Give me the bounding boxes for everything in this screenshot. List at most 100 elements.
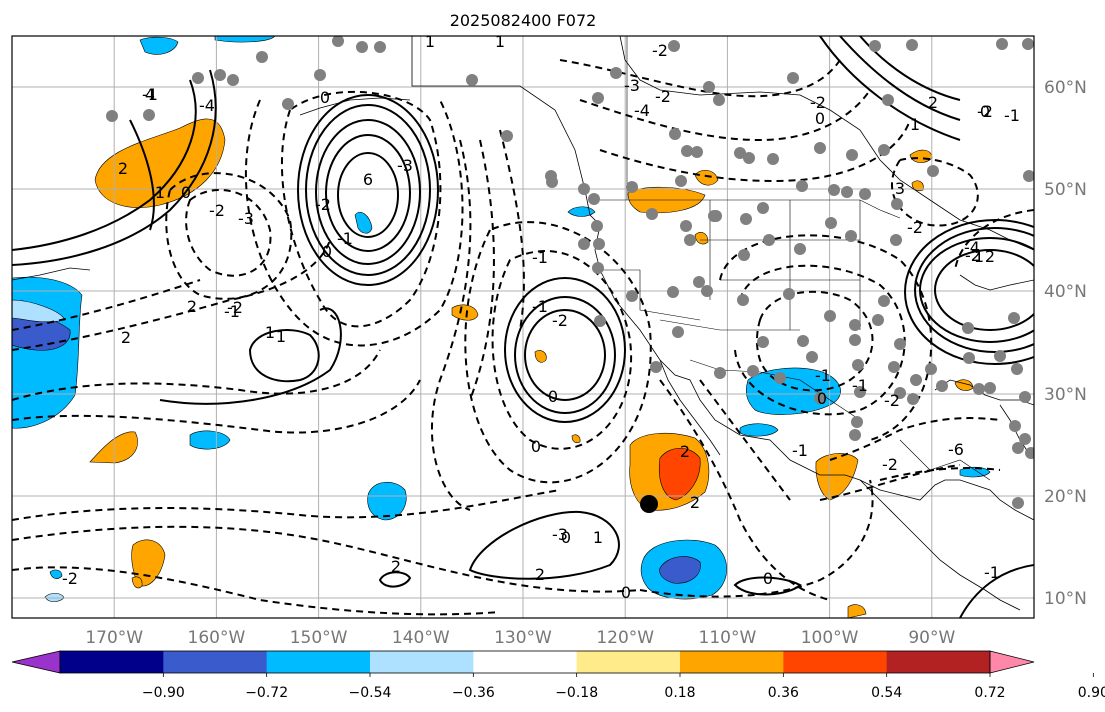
contour-label: -2 (652, 41, 668, 60)
observation-dot (806, 351, 818, 363)
contour-label: -6 (948, 440, 964, 459)
observation-dot (794, 243, 806, 255)
anomaly-region (367, 482, 407, 521)
observation-dot (192, 72, 204, 84)
observation-dot (890, 234, 902, 246)
contour-label: 0 (322, 242, 332, 261)
observation-dot (740, 213, 752, 225)
colorbar-segment (886, 651, 991, 673)
observation-dot (849, 334, 861, 346)
contour-label: -2 (552, 311, 568, 330)
observation-dot (882, 94, 894, 106)
contour-label: -4 (634, 101, 650, 120)
anomaly-region (815, 453, 859, 501)
observation-dot (962, 322, 974, 334)
observation-dot (963, 352, 975, 364)
observation-dot (1025, 447, 1034, 459)
latitude-label: 10°N (1044, 589, 1087, 609)
observation-dot (650, 361, 662, 373)
contour-label: -1 (1004, 106, 1020, 125)
contours (12, 36, 1034, 618)
observation-dot (851, 416, 863, 428)
contour-label: 0 (817, 389, 827, 408)
observation-dot (763, 234, 775, 246)
observation-dot (854, 386, 866, 398)
observation-dot (714, 367, 726, 379)
contour-label: -1 (984, 563, 1000, 582)
anomaly-region (451, 304, 479, 321)
observation-dot (669, 128, 681, 140)
longitude-label: 90°W (908, 628, 955, 648)
longitude-label: 110°W (699, 628, 757, 648)
anomaly-region (131, 539, 166, 587)
contour-label: -4 (199, 96, 215, 115)
colorbar-extend-max (989, 650, 1035, 674)
graticule (12, 36, 1034, 618)
observation-dot (545, 170, 557, 182)
longitude-label: 140°W (392, 628, 450, 648)
observation-dot (1012, 442, 1024, 454)
anomaly-region (567, 206, 596, 217)
observation-dot (668, 40, 680, 52)
longitude-label: 150°W (290, 628, 348, 648)
latitude-label: 40°N (1044, 282, 1087, 302)
contour-label: 2 (118, 159, 128, 178)
contour-label: 3 (895, 179, 905, 198)
contour-label: 0 (320, 88, 330, 107)
observation-dot (713, 94, 725, 106)
anomaly-region (911, 180, 924, 192)
observation-dot (1012, 497, 1024, 509)
latitude-label: 50°N (1044, 180, 1087, 200)
observation-dot (1011, 363, 1023, 375)
colorbar-tick-label: −0.54 (349, 685, 392, 701)
contour-label: -2 (655, 87, 671, 106)
observation-dot (680, 220, 692, 232)
observation-dot (757, 202, 769, 214)
contour-label: 1 (593, 528, 603, 547)
observation-dot (610, 67, 622, 79)
longitude-label: 160°W (188, 628, 246, 648)
contour-label: -3 (397, 156, 413, 175)
contour-label: -4 (964, 238, 980, 257)
observation-dot (681, 145, 693, 157)
observation-dot (767, 153, 779, 165)
colorbar-tick-label: 0.18 (664, 685, 695, 701)
contour-label: -1 (792, 441, 808, 460)
observation-dot (710, 210, 722, 222)
contour-label: 0 (181, 183, 191, 202)
contour-label: -2 (884, 391, 900, 410)
observation-dot (592, 262, 604, 274)
contour-label: -1 (532, 297, 548, 316)
anomaly-region (189, 430, 231, 450)
colorbar-tick-label: 0.36 (768, 685, 799, 701)
observation-dot (693, 276, 705, 288)
observation-dot (936, 380, 948, 392)
observation-dot (814, 392, 826, 404)
observation-dot (910, 374, 922, 386)
contour-label: 2 (985, 247, 995, 266)
observation-dot (869, 40, 881, 52)
colorbar-tick-label: −0.18 (555, 685, 598, 701)
longitude-label: 100°W (801, 628, 859, 648)
contour-label: 1 (265, 323, 275, 342)
contour-label: -2 (315, 195, 331, 214)
contour-label: -1 (532, 248, 548, 267)
observation-dot (814, 142, 826, 154)
latitude-labels: 60°N 50°N 40°N 30°N 20°N 10°N (1044, 78, 1087, 609)
contour-label: 1 (974, 247, 984, 266)
observation-dot (852, 359, 864, 371)
colorbar: −0.90 −0.72 −0.54 −0.36 −0.18 0.18 0.36 0.54 0.7… (11, 650, 1105, 701)
contour-label: 2 (680, 442, 690, 461)
contour-label: 0 (548, 387, 558, 406)
anomaly-region (658, 447, 701, 501)
contour-label: 1 (425, 32, 435, 51)
observation-dot (849, 429, 861, 441)
colorbar-segment (266, 651, 371, 673)
contour-label: 2 (535, 565, 545, 584)
colorbar-segment (473, 651, 578, 673)
observation-dot (996, 38, 1008, 50)
observation-dot (796, 180, 808, 192)
anomaly-region (739, 423, 779, 437)
